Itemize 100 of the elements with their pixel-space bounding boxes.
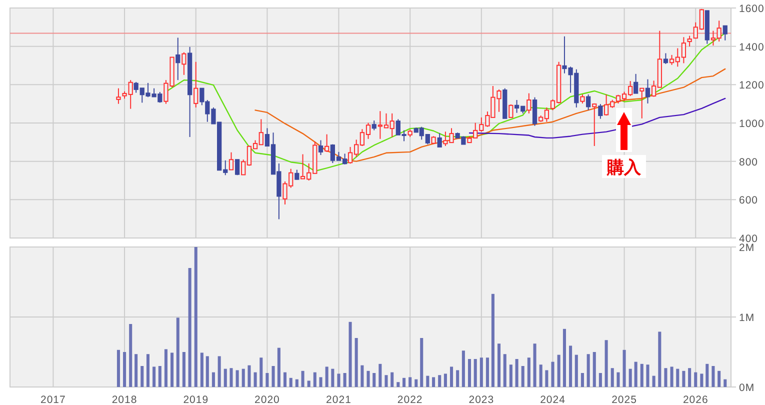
bar <box>230 368 233 387</box>
bar <box>152 366 156 387</box>
candlestick <box>526 92 532 114</box>
bar <box>289 378 292 387</box>
bar <box>366 370 370 387</box>
candlestick <box>687 35 692 48</box>
bar <box>343 373 346 387</box>
bar <box>569 346 572 387</box>
y-tick-label: 1200 <box>739 80 764 92</box>
bar <box>497 344 501 387</box>
bar <box>432 377 436 387</box>
bar <box>360 365 364 387</box>
bar <box>170 352 174 387</box>
y-tick-label: 1000 <box>739 118 764 130</box>
bar <box>480 358 483 387</box>
candlestick <box>722 25 728 41</box>
candlestick <box>663 52 668 64</box>
bar <box>503 354 506 387</box>
bar <box>116 350 120 387</box>
x-tick-label: 2023 <box>468 394 494 405</box>
x-tick-label: 2018 <box>112 394 138 405</box>
bar <box>598 373 602 387</box>
annotation: 購入 <box>606 158 642 178</box>
candlestick <box>176 37 180 81</box>
y-tick-label: 800 <box>739 156 758 168</box>
bar <box>158 366 162 387</box>
bar <box>456 370 460 387</box>
bar <box>545 370 548 387</box>
candlestick <box>182 52 186 76</box>
x-tick-label: 2020 <box>254 394 280 405</box>
bar <box>438 375 442 387</box>
bar <box>628 368 632 387</box>
bar <box>414 379 418 387</box>
bar <box>468 359 472 387</box>
bar <box>372 373 376 387</box>
bar <box>539 364 542 387</box>
bar <box>260 358 263 387</box>
bar <box>378 364 382 387</box>
bar <box>718 370 721 387</box>
bar <box>557 354 560 387</box>
candlestick <box>645 78 650 104</box>
bar <box>574 354 578 387</box>
candlestick <box>640 88 644 119</box>
bar <box>515 359 518 387</box>
bar <box>700 374 704 387</box>
bar <box>521 366 524 387</box>
bar <box>426 376 430 387</box>
bar <box>337 374 340 387</box>
bar <box>266 373 269 387</box>
bar <box>551 362 554 387</box>
bar <box>712 366 715 387</box>
bar <box>450 366 454 387</box>
x-tick-label: 2024 <box>540 394 566 405</box>
x-tick-label: 2026 <box>682 394 708 405</box>
bar <box>325 366 328 387</box>
bar <box>694 372 698 387</box>
bar <box>622 350 626 387</box>
bar <box>652 376 656 387</box>
bar <box>384 375 388 387</box>
bar <box>562 328 566 387</box>
x-tick-label: 2019 <box>183 394 209 405</box>
x-tick-label: 2022 <box>397 394 423 405</box>
bar <box>307 380 310 387</box>
y-tick-label: 2M <box>739 242 755 254</box>
bar <box>212 372 215 387</box>
bar <box>444 374 447 387</box>
bar <box>146 354 150 387</box>
bar <box>236 370 239 387</box>
bar <box>592 352 596 387</box>
bar <box>140 366 144 387</box>
bar <box>396 382 400 387</box>
candlestick <box>532 96 538 126</box>
candlestick <box>508 104 514 118</box>
bar <box>724 379 727 387</box>
bar <box>242 368 245 387</box>
bar <box>420 338 424 387</box>
bar <box>676 368 680 387</box>
bar <box>646 364 650 387</box>
bar <box>509 364 512 387</box>
bar <box>331 368 334 387</box>
y-tick-label: 400 <box>739 233 758 245</box>
candlestick <box>586 94 591 111</box>
bar <box>664 368 668 387</box>
candlestick <box>592 102 597 146</box>
bar <box>670 366 674 387</box>
bar <box>254 372 257 387</box>
bar <box>348 322 352 387</box>
candlestick <box>324 134 330 152</box>
bar <box>491 294 494 387</box>
bar <box>188 268 192 387</box>
candlestick <box>318 140 324 156</box>
candlestick <box>598 104 603 120</box>
bar <box>354 338 358 387</box>
y-tick-label: 600 <box>739 194 758 207</box>
bar <box>164 349 168 387</box>
y-tick-label: 1400 <box>739 41 764 54</box>
bar <box>319 377 322 387</box>
bar <box>533 344 536 387</box>
bar <box>634 362 638 387</box>
bar <box>604 340 608 387</box>
